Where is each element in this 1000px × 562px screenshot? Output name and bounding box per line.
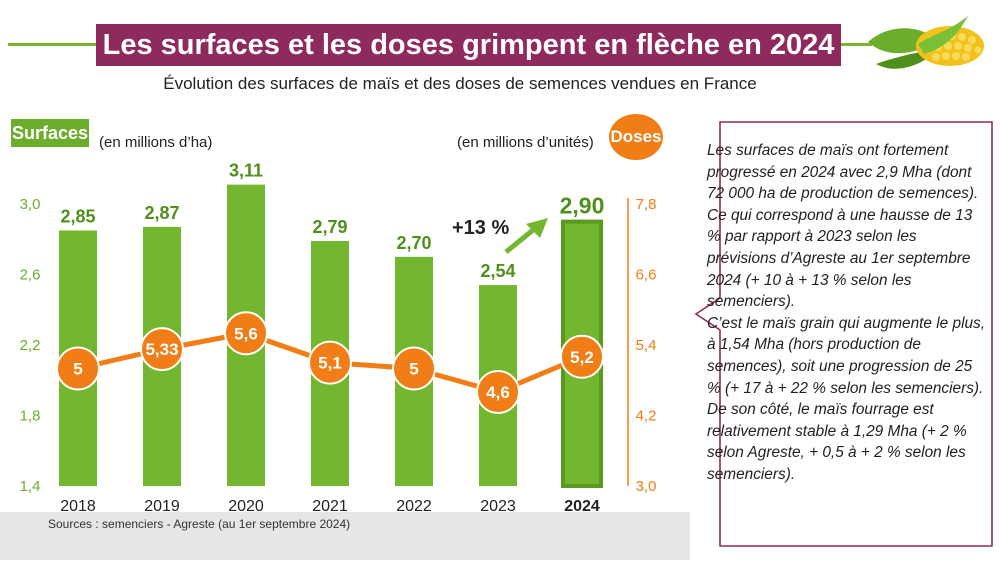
doses-point-2023 [476,370,520,414]
title-rule-right [840,43,872,46]
doses-label-2021: 5,1 [318,354,342,373]
doses-point-2022 [392,346,436,391]
title-rule-left [8,43,98,46]
right-axis-tick: 7,8 [636,196,657,213]
left-axis-tick: 2,6 [20,267,41,284]
corn-cob-icon [868,16,984,69]
growth-label: +13 % [452,217,509,239]
bar-label-2019: 2,87 [144,203,179,223]
sources-note: Sources : semenciers - Agreste (au 1er s… [48,517,351,531]
doses-point-2024 [560,334,604,379]
commentary-paragraph: Les surfaces de maïs ont fortement progr… [707,142,979,311]
doses-label-2024: 5,2 [570,348,594,367]
doses-point-2018 [56,346,100,391]
bar-label-2022: 2,70 [396,233,431,253]
x-tick-2020: 2020 [228,498,264,512]
chart-title: Les surfaces et les doses grimpent en fl… [96,24,841,66]
doses-label-2020: 5,6 [234,324,258,343]
right-axis-tick: 3,0 [636,478,657,495]
sources-band [0,512,690,560]
doses-label-2023: 4,6 [486,383,510,402]
up-arrow-head-icon [526,218,548,238]
commentary-paragraph: C’est le maïs grain qui augmente le plus… [707,314,986,483]
doses-point-2021 [308,340,352,385]
doses-label-2022: 5 [409,360,418,379]
bar-label-2020: 3,11 [229,161,263,181]
chart-subtitle: Évolution des surfaces de maïs et des do… [163,74,757,93]
left-axis-tag: Surfaces [11,119,89,147]
commentary: Les surfaces de maïs ont fortement progr… [707,140,989,486]
x-tick-2022: 2022 [396,498,432,512]
doses-label-2019: 5,33 [145,340,178,359]
x-tick-2021: 2021 [312,498,348,512]
x-tick-2019: 2019 [144,498,180,512]
bar-label-2021: 2,79 [312,217,347,237]
x-tick-2018: 2018 [60,498,96,512]
right-axis-tick: 5,4 [636,337,657,354]
left-axis-tick: 1,8 [20,408,41,425]
x-tick-2024: 2024 [564,498,600,512]
left-axis-unit: (en millions d’ha) [99,134,213,151]
bar-label-2023: 2,54 [480,261,515,281]
doses-label-2018: 5 [73,360,82,379]
left-axis-tick: 2,2 [20,337,41,354]
bar-label-2018: 2,85 [60,206,95,226]
doses-point-2019 [140,327,184,372]
right-axis-tick: 6,6 [636,267,657,284]
note-frame [694,121,993,547]
left-axis-tick: 3,0 [20,196,41,213]
right-axis-tag: Doses [609,114,663,160]
bar-label-2024: 2,90 [560,193,605,219]
x-tick-2023: 2023 [480,498,516,512]
right-axis-tick: 4,2 [636,408,657,425]
right-axis-unit: (en millions d’unités) [457,134,594,151]
bar-line-chart: 1,4 1,8 2,2 2,6 3,0 3,0 4,2 5,4 6,6 7,8 2,85 2018 2,… [20,161,657,512]
doses-point-2020 [224,311,268,356]
left-axis-tick: 1,4 [20,478,41,495]
